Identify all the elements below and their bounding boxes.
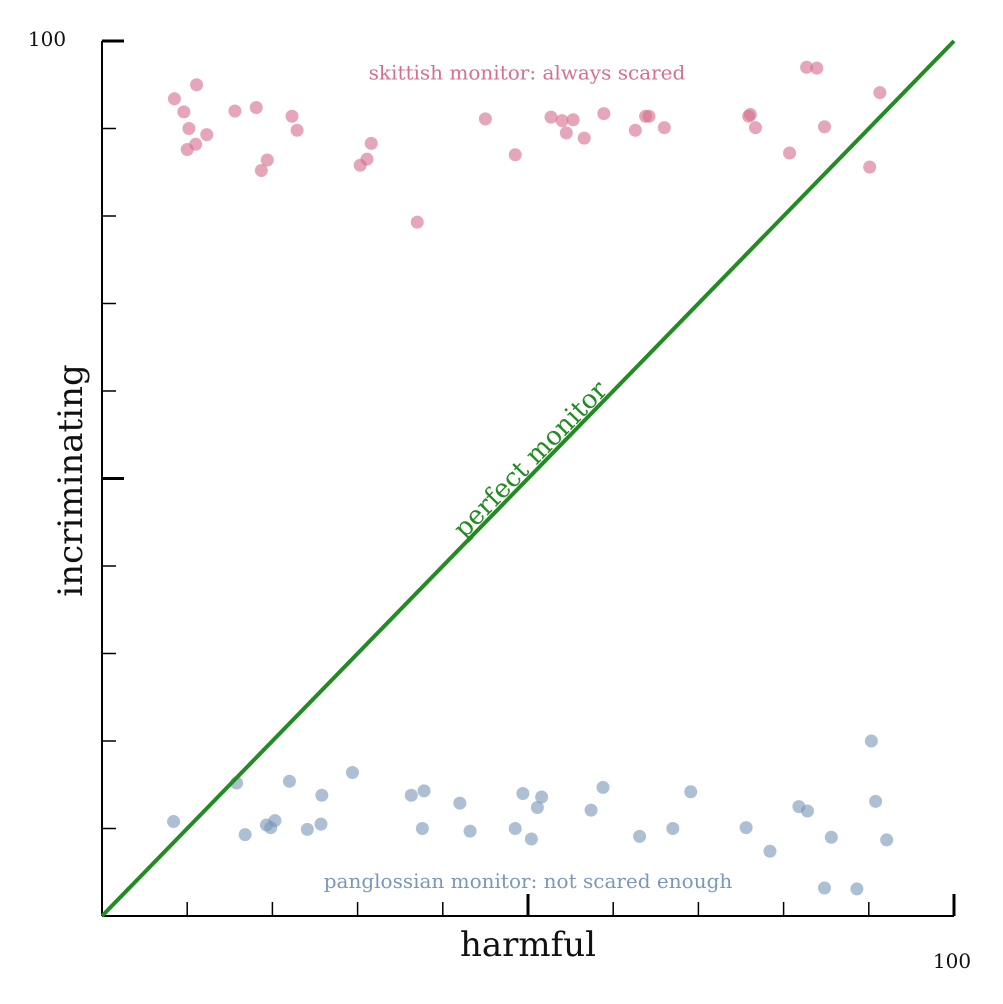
panglossian-point-11	[404, 788, 418, 802]
panglossian-point-33	[864, 734, 878, 748]
skittish-point-23	[577, 131, 591, 145]
panglossian-point-30	[817, 881, 831, 895]
panglossian-point-17	[516, 787, 530, 800]
skittish-point-12	[254, 164, 268, 177]
skittish-point-13	[364, 136, 378, 150]
skittish-point-3	[182, 122, 196, 135]
skittish-point-24	[597, 107, 611, 121]
skittish-point-16	[410, 215, 424, 229]
skittish-point-36	[863, 160, 877, 174]
y-axis-label: incriminating	[51, 364, 91, 596]
skittish-point-37	[873, 86, 887, 100]
panglossian-point-21	[584, 803, 598, 817]
panglossian-point-0	[167, 815, 181, 828]
panglossian-point-18	[524, 832, 538, 846]
panglossian-point-24	[666, 822, 680, 835]
skittish-point-30	[743, 108, 757, 121]
skittish-point-11	[260, 153, 274, 167]
skittish-point-34	[810, 61, 824, 75]
panglossian-point-15	[463, 824, 477, 838]
skittish-point-15	[353, 158, 367, 172]
y-tick-label-max: 100	[28, 27, 66, 51]
panglossian-point-31	[824, 830, 838, 844]
perfect-monitor-line-group	[100, 39, 956, 918]
skittish-point-18	[508, 148, 522, 162]
panglossian-point-9	[314, 817, 328, 831]
skittish-point-25	[628, 123, 642, 137]
panglossian-point-22	[596, 780, 610, 794]
perfect-monitor-annotation: perfect monitor	[448, 375, 614, 544]
skittish-point-35	[817, 120, 831, 134]
panglossian-point-5	[268, 814, 282, 828]
panglossian-point-34	[869, 794, 883, 808]
panglossian-point-2	[238, 828, 252, 842]
panglossian-point-25	[684, 785, 698, 799]
panglossian-point-32	[850, 882, 864, 896]
skittish-point-10	[290, 123, 304, 137]
panglossian-point-14	[453, 796, 467, 810]
x-tick-label-max: 100	[933, 949, 971, 973]
panglossian-point-20	[535, 790, 549, 804]
panglossian-annotation: panglossian monitor: not scared enough	[324, 869, 733, 893]
skittish-point-17	[478, 112, 492, 126]
skittish-point-32	[783, 146, 797, 160]
skittish-annotation: skittish monitor: always scared	[369, 61, 686, 85]
skittish-point-2	[177, 105, 191, 119]
data-points	[167, 60, 894, 896]
panglossian-point-13	[415, 822, 429, 835]
panglossian-point-19	[530, 801, 544, 814]
x-axis-label: harmful	[460, 925, 596, 965]
skittish-point-20	[555, 114, 569, 128]
skittish-point-21	[566, 113, 580, 127]
skittish-point-8	[249, 101, 263, 114]
panglossian-point-27	[763, 844, 777, 858]
panglossian-point-6	[282, 774, 296, 788]
skittish-point-0	[167, 92, 181, 106]
panglossian-point-16	[508, 822, 522, 835]
panglossian-point-26	[739, 821, 753, 835]
panglossian-point-12	[417, 784, 431, 798]
skittish-point-28	[657, 121, 671, 135]
panglossian-point-23	[633, 829, 647, 843]
panglossian-point-8	[315, 788, 329, 802]
skittish-point-19	[544, 110, 558, 124]
panglossian-point-29	[800, 804, 814, 818]
skittish-point-7	[228, 104, 242, 118]
panglossian-point-7	[300, 822, 314, 836]
tick-marks	[102, 39, 956, 916]
panglossian-point-35	[880, 833, 894, 847]
skittish-point-33	[800, 60, 814, 74]
skittish-point-4	[200, 128, 214, 142]
panglossian-point-10	[345, 766, 359, 779]
skittish-point-31	[748, 121, 762, 135]
skittish-point-6	[180, 143, 194, 156]
skittish-point-1	[190, 78, 204, 92]
skittish-point-22	[559, 126, 573, 140]
skittish-point-27	[642, 109, 656, 123]
perfect-monitor-line	[100, 39, 956, 918]
skittish-point-9	[285, 109, 299, 123]
